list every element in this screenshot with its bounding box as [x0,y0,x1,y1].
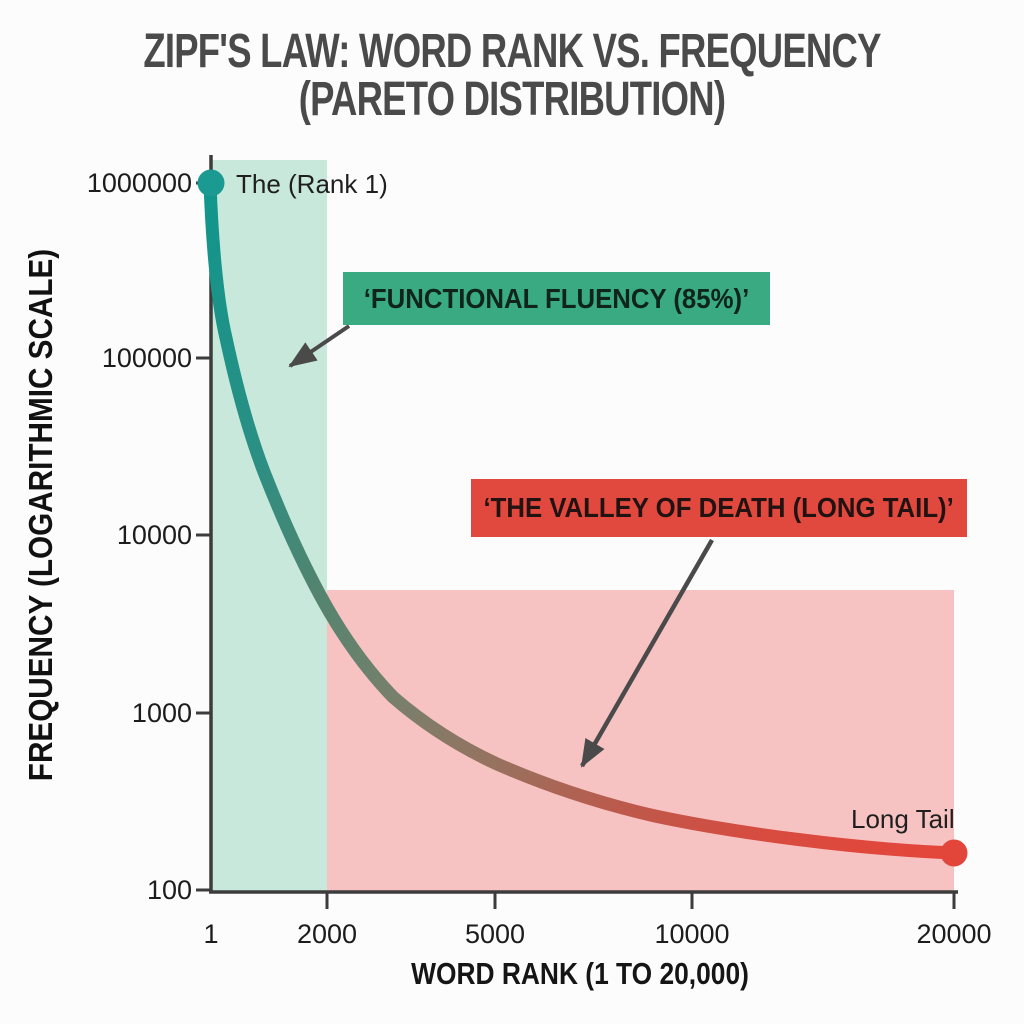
y-tick-marks [196,181,211,892]
y-axis-title: FREQUENCY (LOGARITHMIC SCALE) [22,248,59,782]
rank1-dot [197,169,225,197]
y-tick-label: 10000 [117,520,192,550]
chart-title-line1: ZIPF'S LAW: WORD RANK VS. FREQUENCY [143,25,881,78]
valley-of-death-callout-box: ‘THE VALLEY OF DEATH (LONG TAIL)’ [471,479,967,537]
long-tail-point-label: Long Tail [851,804,955,834]
y-tick-label: 1000 [132,698,192,728]
x-tick-marks [325,892,956,909]
x-tick-label: 5000 [465,919,525,949]
x-tick-label: 2000 [297,919,357,949]
long-tail-dot [940,839,968,867]
x-tick-label: 10000 [654,919,729,949]
valley-arrow [580,538,714,768]
y-tick-label: 100 [147,875,192,905]
valley-of-death-callout-text: ‘THE VALLEY OF DEATH (LONG TAIL)’ [483,492,955,523]
chart-title-line2: (PARETO DISTRIBUTION) [298,73,726,126]
y-tick-label: 100000 [102,343,192,373]
y-tick-label: 1000000 [87,168,192,198]
rank1-point-label: The (Rank 1) [236,169,388,199]
functional-fluency-callout-text: ‘FUNCTIONAL FLUENCY (85%)’ [363,282,750,314]
x-axis-title: WORD RANK (1 TO 20,000) [411,956,749,991]
x-tick-label: 1 [203,919,218,949]
fluency-arrow [288,324,351,368]
zipf-curve [203,176,960,860]
x-tick-label: 20000 [916,919,991,949]
functional-fluency-callout-box: ‘FUNCTIONAL FLUENCY (85%)’ [343,272,770,325]
functional-fluency-region [211,160,327,892]
